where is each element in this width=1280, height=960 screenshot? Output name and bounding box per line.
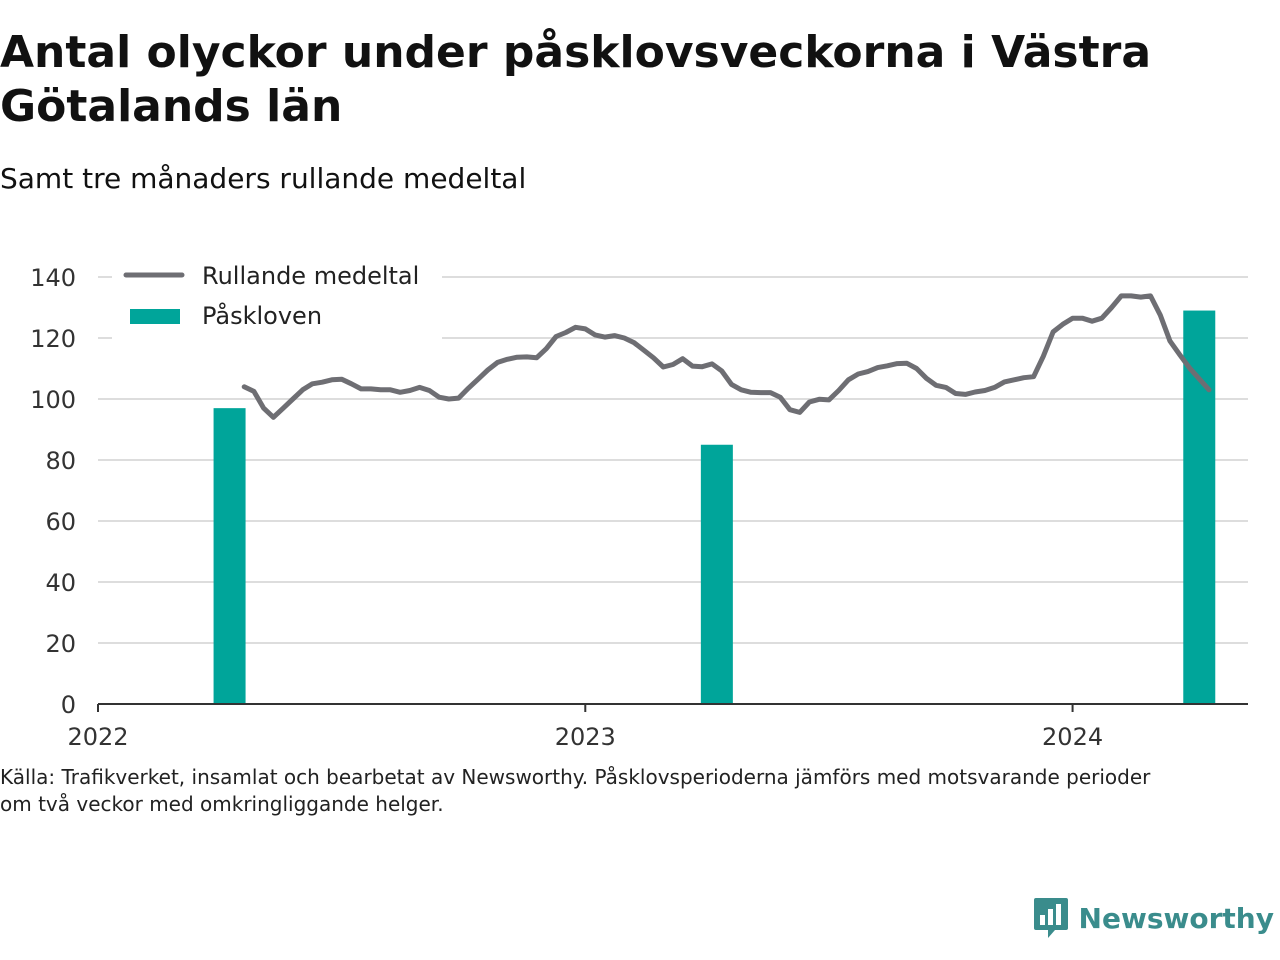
- legend-label-rullande-medeltal: Rullande medeltal: [202, 262, 419, 290]
- bar-paskloven-0: [213, 408, 246, 704]
- brand-name: Newsworthy: [1078, 901, 1274, 935]
- bars: [213, 310, 1216, 704]
- source-note: Källa: Trafikverket, insamlat och bearbe…: [0, 764, 1240, 818]
- x-axis: 2022 2023 2024: [67, 703, 1248, 751]
- chart-title: Antal olyckor under påsklovsveckorna i V…: [0, 27, 1152, 132]
- line-rullande-medeltal: [241, 293, 1212, 420]
- y-tick-label-20: 20: [45, 630, 76, 658]
- chart-area: 0 20 40 60 80 100 120 140 2022 2023 2024 Rullande…: [30, 262, 1248, 751]
- y-tick-label-100: 100: [30, 386, 76, 414]
- y-tick-label-60: 60: [45, 508, 76, 536]
- y-tick-label-0: 0: [61, 691, 76, 719]
- y-tick-label-80: 80: [45, 447, 76, 475]
- y-tick-label-40: 40: [45, 569, 76, 597]
- source-note-line-1: Källa: Trafikverket, insamlat och bearbe…: [0, 765, 1151, 789]
- y-tick-label-120: 120: [30, 325, 76, 353]
- y-axis-tick-labels: 0 20 40 60 80 100 120 140: [30, 264, 76, 719]
- chart-subtitle: Samt tre månaders rullande medeltal: [0, 162, 527, 195]
- rolling-mean-series: [241, 293, 1212, 420]
- x-tick-label-2022: 2022: [67, 723, 128, 751]
- x-tick-label-2024: 2024: [1042, 723, 1103, 751]
- legend-label-paskloven: Påskloven: [202, 301, 322, 330]
- legend: Rullande medeltal Påskloven: [112, 262, 442, 340]
- bar-paskloven-1: [700, 444, 733, 704]
- brand-logo: Newsworthy: [1033, 896, 1274, 940]
- x-tick-label-2023: 2023: [555, 723, 616, 751]
- source-note-line-2: om två veckor med omkringliggande helger…: [0, 792, 444, 816]
- newsworthy-logo-icon: [1033, 898, 1068, 938]
- y-tick-label-140: 140: [30, 264, 76, 292]
- legend-bar-swatch: [130, 309, 180, 324]
